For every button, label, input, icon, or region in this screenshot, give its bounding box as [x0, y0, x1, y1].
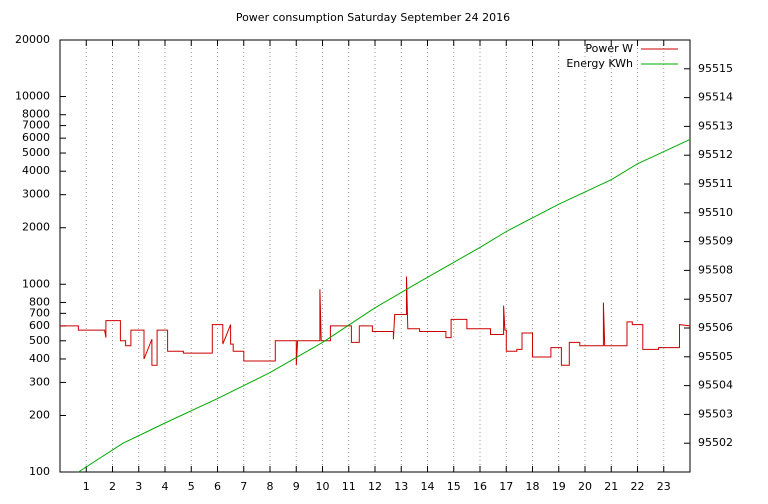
y2-tick-label: 95512 [698, 148, 733, 161]
y2-tick-label: 95505 [698, 350, 733, 363]
chart-title: Power consumption Saturday September 24 … [236, 11, 510, 24]
series-line [60, 276, 691, 366]
y-tick-label: 8000 [22, 108, 50, 121]
y2-tick-label: 95504 [698, 379, 733, 392]
legend-label: Power W [585, 42, 633, 55]
y2-tick-label: 95515 [698, 62, 733, 75]
y-tick-label: 20000 [15, 33, 50, 46]
x-tick-label: 2 [109, 480, 116, 493]
x-tick-label: 9 [293, 480, 300, 493]
x-tick-label: 3 [135, 480, 142, 493]
y-tick-label: 100 [29, 465, 50, 478]
y-tick-label: 500 [29, 334, 50, 347]
x-tick-label: 17 [499, 480, 513, 493]
x-tick-label: 4 [162, 480, 169, 493]
x-tick-label: 11 [342, 480, 356, 493]
y-tick-label: 10000 [15, 90, 50, 103]
y-tick-label: 5000 [22, 146, 50, 159]
x-tick-label: 23 [657, 480, 671, 493]
y-tick-label: 7000 [22, 119, 50, 132]
y-tick-label: 200 [29, 408, 50, 421]
y-tick-label: 1000 [22, 277, 50, 290]
y-tick-label: 6000 [22, 131, 50, 144]
x-tick-label: 19 [552, 480, 566, 493]
x-tick-label: 16 [473, 480, 487, 493]
y-tick-label: 300 [29, 375, 50, 388]
x-tick-label: 20 [578, 480, 592, 493]
y2-tick-label: 95511 [698, 177, 733, 190]
x-tick-label: 21 [604, 480, 618, 493]
y2-tick-label: 95514 [698, 91, 733, 104]
x-tick-label: 12 [368, 480, 382, 493]
x-tick-label: 14 [421, 480, 435, 493]
x-tick-label: 7 [240, 480, 247, 493]
y2-tick-label: 95510 [698, 206, 733, 219]
y2-tick-label: 95506 [698, 321, 733, 334]
y-tick-label: 3000 [22, 188, 50, 201]
y2-tick-label: 95502 [698, 436, 733, 449]
x-tick-label: 15 [447, 480, 461, 493]
y-tick-label: 600 [29, 319, 50, 332]
y-tick-label: 700 [29, 306, 50, 319]
x-tick-label: 18 [526, 480, 540, 493]
x-tick-label: 6 [214, 480, 221, 493]
x-tick-label: 1 [83, 480, 90, 493]
x-tick-label: 22 [631, 480, 645, 493]
x-tick-label: 10 [316, 480, 330, 493]
legend-label: Energy KWh [566, 57, 633, 70]
y2-tick-label: 95509 [698, 235, 733, 248]
y-tick-label: 2000 [22, 221, 50, 234]
y-tick-label: 400 [29, 352, 50, 365]
y2-tick-label: 95503 [698, 407, 733, 420]
y2-tick-label: 95508 [698, 263, 733, 276]
y2-tick-label: 95507 [698, 292, 733, 305]
x-tick-label: 8 [267, 480, 274, 493]
y-tick-label: 800 [29, 295, 50, 308]
series-line [78, 138, 691, 473]
y2-tick-label: 95513 [698, 119, 733, 132]
x-tick-label: 13 [394, 480, 408, 493]
x-tick-label: 5 [188, 480, 195, 493]
y-tick-label: 4000 [22, 164, 50, 177]
